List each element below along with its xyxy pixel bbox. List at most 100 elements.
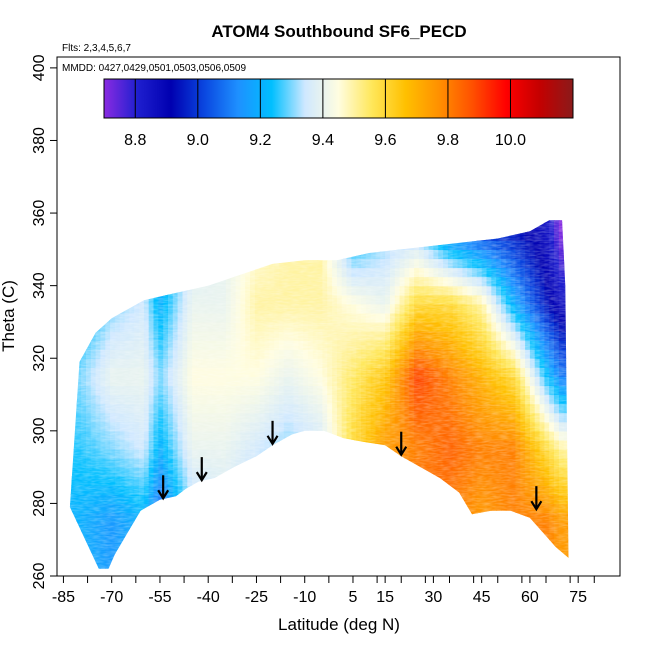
field-cell [288, 222, 294, 232]
field-cell [240, 530, 246, 541]
field-cell [327, 249, 333, 260]
field-cell [211, 539, 217, 550]
field-cell [182, 512, 188, 523]
field-cell [327, 467, 333, 477]
field-cell [390, 566, 396, 569]
field-cell [418, 222, 425, 232]
field-cell [332, 566, 338, 569]
field-cell [225, 231, 232, 241]
field-cell [452, 231, 459, 241]
field-cell [62, 494, 67, 504]
field-cell [57, 494, 62, 504]
field-cell [414, 231, 420, 241]
field-cell [481, 539, 488, 550]
field-cell [370, 566, 377, 569]
field-cell [173, 204, 178, 214]
field-cell [283, 566, 290, 569]
field-cell [433, 530, 439, 541]
field-cell [114, 220, 121, 223]
field-cell [375, 503, 381, 514]
field-cell [134, 521, 140, 532]
field-cell [254, 566, 261, 569]
field-cell [81, 312, 87, 323]
field-cell [57, 386, 62, 396]
field-cell [206, 557, 212, 568]
field-cell [71, 394, 77, 405]
field-cell [211, 566, 217, 569]
field-cell [283, 494, 290, 504]
field-cell [351, 494, 357, 504]
field-cell [529, 220, 536, 223]
field-cell [332, 485, 338, 495]
field-cell [529, 548, 536, 559]
field-cell [69, 439, 73, 450]
field-cell [433, 222, 439, 232]
field-cell [279, 458, 285, 468]
field-cell [365, 220, 372, 223]
field-cell [100, 249, 106, 260]
field-cell [240, 566, 246, 569]
field-cell [187, 512, 193, 523]
field-cell [380, 521, 386, 532]
field-cell [230, 503, 237, 514]
field-cell [221, 249, 227, 260]
field-cell [196, 494, 203, 504]
field-cell [69, 231, 73, 241]
field-cell [62, 503, 67, 513]
field-cell [336, 539, 343, 550]
field-cell [283, 548, 290, 559]
field-cell [390, 240, 396, 250]
field-cell [385, 467, 391, 477]
field-cell [182, 548, 188, 559]
field-cell [192, 566, 198, 569]
field-cell [505, 530, 512, 541]
field-cell [370, 449, 377, 459]
field-cell [385, 220, 391, 223]
field-cell [510, 548, 516, 559]
field-cell [404, 485, 410, 495]
field-cell [453, 204, 458, 214]
field-cell [62, 449, 67, 459]
field-cell [187, 267, 193, 278]
field-cell [221, 539, 227, 550]
field-cell [274, 231, 280, 241]
field-cell [62, 404, 67, 414]
field-cell [254, 476, 261, 486]
field-cell [568, 521, 569, 532]
field-cell [235, 240, 241, 250]
field-cell [192, 249, 198, 260]
field-cell [124, 267, 130, 278]
field-cell [139, 557, 145, 568]
field-cell [182, 258, 188, 269]
field-cell [110, 294, 116, 305]
field-cell [187, 231, 193, 241]
field-cell [327, 539, 333, 550]
field-cell [375, 240, 381, 250]
field-cell [86, 249, 92, 260]
field-cell [196, 566, 203, 569]
field-cell [163, 530, 169, 541]
field-cell [423, 231, 430, 241]
x-tick-label: -25 [245, 589, 268, 606]
field-cell [187, 539, 193, 550]
field-cell [230, 530, 237, 541]
field-cell [216, 485, 222, 495]
field-cell [90, 220, 97, 223]
field-cell [225, 566, 232, 569]
field-cell [279, 240, 285, 250]
field-cell [177, 249, 183, 260]
field-cell [452, 539, 459, 550]
field-cell [279, 521, 285, 532]
field-cell [221, 503, 227, 514]
down-arrow-icon [266, 420, 279, 446]
field-cell [447, 539, 454, 550]
field-cell [298, 566, 304, 569]
field-cell [496, 557, 502, 568]
field-cell [86, 331, 92, 341]
field-cell [110, 285, 116, 296]
field-cell [57, 358, 62, 368]
field-cell [520, 548, 526, 559]
field-cell [351, 485, 357, 495]
field-cell [143, 512, 150, 523]
field-cell [134, 539, 140, 550]
